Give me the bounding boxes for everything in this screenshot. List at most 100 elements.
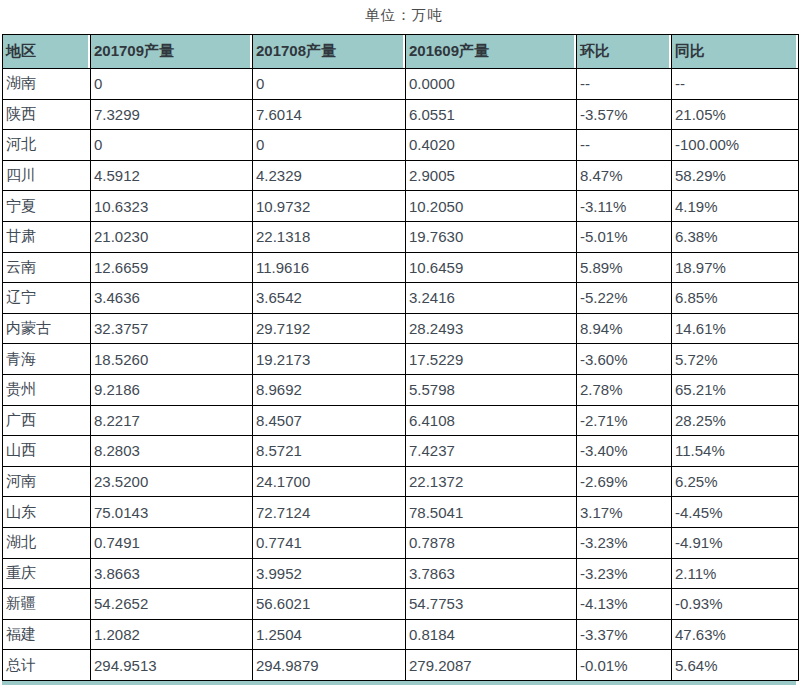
value-cell: 5.72%	[672, 344, 799, 375]
value-cell: 9.2186	[91, 374, 253, 405]
value-cell: 8.94%	[577, 313, 672, 344]
value-cell: 24.1700	[253, 466, 406, 497]
value-cell: 3.4636	[91, 283, 253, 314]
value-cell: -3.11%	[577, 191, 672, 222]
value-cell: 22.1372	[406, 466, 577, 497]
value-cell: 3.9952	[253, 558, 406, 589]
value-cell: 7.6014	[253, 99, 406, 130]
region-cell: 总计	[3, 650, 91, 681]
value-cell: --	[577, 69, 672, 100]
value-cell: -2.69%	[577, 466, 672, 497]
value-cell: 1.2082	[91, 619, 253, 650]
value-cell: -4.91%	[672, 527, 799, 558]
table-row: 河南23.520024.170022.1372-2.69%6.25%	[3, 466, 799, 497]
value-cell: 29.7192	[253, 313, 406, 344]
table-row: 福建1.20821.25040.8184-3.37%47.63%	[3, 619, 799, 650]
region-cell: 山西	[3, 436, 91, 467]
table-row: 河北000.4020---100.00%	[3, 130, 799, 161]
column-header-1: 201709产量	[91, 35, 253, 69]
value-cell: -100.00%	[672, 130, 799, 161]
value-cell: 0	[253, 69, 406, 100]
value-cell: 2.78%	[577, 374, 672, 405]
column-header-3: 201609产量	[406, 35, 577, 69]
column-header-0: 地区	[3, 35, 91, 69]
value-cell: 3.17%	[577, 497, 672, 528]
value-cell: 6.0551	[406, 99, 577, 130]
table-row: 辽宁3.46363.65423.2416-5.22%6.85%	[3, 283, 799, 314]
value-cell: 32.3757	[91, 313, 253, 344]
value-cell: 294.9879	[253, 650, 406, 681]
value-cell: 21.0230	[91, 221, 253, 252]
value-cell: -4.45%	[672, 497, 799, 528]
value-cell: 47.63%	[672, 619, 799, 650]
region-cell: 陕西	[3, 99, 91, 130]
region-cell: 福建	[3, 619, 91, 650]
value-cell: 10.6323	[91, 191, 253, 222]
value-cell: 4.19%	[672, 191, 799, 222]
region-cell: 贵州	[3, 374, 91, 405]
value-cell: 0.7741	[253, 527, 406, 558]
value-cell: 19.2173	[253, 344, 406, 375]
value-cell: 6.25%	[672, 466, 799, 497]
value-cell: 0.8184	[406, 619, 577, 650]
value-cell: -2.71%	[577, 405, 672, 436]
value-cell: 75.0143	[91, 497, 253, 528]
value-cell: 18.5260	[91, 344, 253, 375]
value-cell: -5.22%	[577, 283, 672, 314]
value-cell: 0	[91, 130, 253, 161]
value-cell: -4.13%	[577, 589, 672, 620]
table-row: 四川4.59124.23292.90058.47%58.29%	[3, 160, 799, 191]
region-cell: 河南	[3, 466, 91, 497]
value-cell: 6.85%	[672, 283, 799, 314]
value-cell: 5.64%	[672, 650, 799, 681]
region-cell: 甘肃	[3, 221, 91, 252]
region-cell: 青海	[3, 344, 91, 375]
value-cell: 10.9732	[253, 191, 406, 222]
value-cell: --	[672, 69, 799, 100]
value-cell: 3.8663	[91, 558, 253, 589]
table-row: 湖北0.74910.77410.7878-3.23%-4.91%	[3, 527, 799, 558]
value-cell: 4.2329	[253, 160, 406, 191]
value-cell: 65.21%	[672, 374, 799, 405]
value-cell: 0.7878	[406, 527, 577, 558]
value-cell: 54.2652	[91, 589, 253, 620]
value-cell: 5.5798	[406, 374, 577, 405]
table-row: 新疆54.265256.602154.7753-4.13%-0.93%	[3, 589, 799, 620]
value-cell: 0.4020	[406, 130, 577, 161]
region-cell: 云南	[3, 252, 91, 283]
value-cell: 0.0000	[406, 69, 577, 100]
value-cell: 56.6021	[253, 589, 406, 620]
value-cell: 8.47%	[577, 160, 672, 191]
value-cell: 8.4507	[253, 405, 406, 436]
value-cell: 7.3299	[91, 99, 253, 130]
region-cell: 湖南	[3, 69, 91, 100]
value-cell: 11.9616	[253, 252, 406, 283]
region-cell: 内蒙古	[3, 313, 91, 344]
value-cell: 5.89%	[577, 252, 672, 283]
table-header-row: 地区201709产量201708产量201609产量环比同比	[3, 35, 799, 69]
value-cell: 22.1318	[253, 221, 406, 252]
value-cell: -3.23%	[577, 527, 672, 558]
value-cell: 72.7124	[253, 497, 406, 528]
value-cell: 58.29%	[672, 160, 799, 191]
value-cell: 8.9692	[253, 374, 406, 405]
value-cell: 23.5200	[91, 466, 253, 497]
region-cell: 四川	[3, 160, 91, 191]
region-cell: 宁夏	[3, 191, 91, 222]
region-cell: 新疆	[3, 589, 91, 620]
value-cell: 1.2504	[253, 619, 406, 650]
region-cell: 河北	[3, 130, 91, 161]
value-cell: 78.5041	[406, 497, 577, 528]
value-cell: 8.2217	[91, 405, 253, 436]
value-cell: 279.2087	[406, 650, 577, 681]
table-row: 宁夏10.632310.973210.2050-3.11%4.19%	[3, 191, 799, 222]
value-cell: -3.40%	[577, 436, 672, 467]
table-row: 贵州9.21868.96925.57982.78%65.21%	[3, 374, 799, 405]
value-cell: 6.4108	[406, 405, 577, 436]
value-cell: -5.01%	[577, 221, 672, 252]
value-cell: 21.05%	[672, 99, 799, 130]
table-row: 云南12.665911.961610.64595.89%18.97%	[3, 252, 799, 283]
value-cell: -3.37%	[577, 619, 672, 650]
production-table: 地区201709产量201708产量201609产量环比同比 湖南000.000…	[2, 34, 799, 681]
value-cell: -3.57%	[577, 99, 672, 130]
